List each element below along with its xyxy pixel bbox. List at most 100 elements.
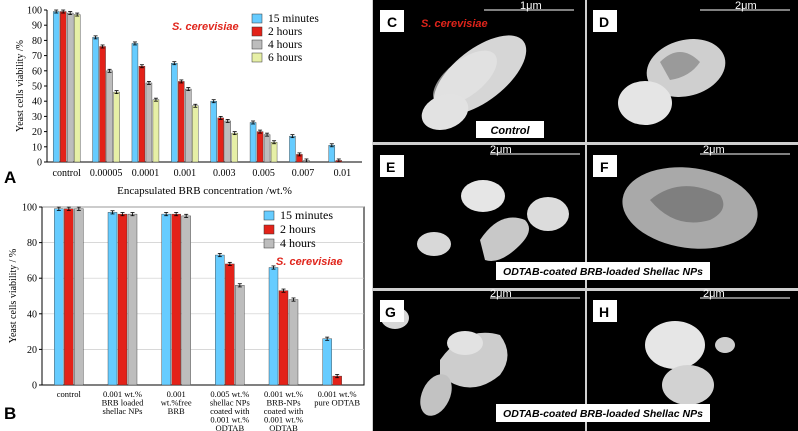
x-axis-label: Encapsulated BRB concentration /wt.% (117, 185, 292, 197)
x-tick-label: control (53, 168, 82, 179)
scale-bar-label-h: 2μm (703, 288, 725, 300)
x-tick-label: shellac NPs (210, 398, 250, 408)
x-tick-label: control (57, 389, 82, 399)
odtab-caption-bottom-box (496, 404, 710, 422)
collapsed-yeast-cell (662, 365, 714, 405)
bar (171, 63, 178, 163)
x-tick-label: 0.003 (213, 168, 236, 179)
y-tick-label: 40 (32, 97, 42, 108)
x-tick-label: 0.001 wt.% (103, 389, 142, 399)
bar (231, 132, 238, 163)
bar (171, 213, 181, 386)
y-tick-label: 80 (27, 238, 37, 249)
odtab-caption-bottom: ODTAB-coated BRB-loaded Shellac NPs (503, 408, 703, 420)
panel-letter-e-box (380, 155, 404, 177)
legend-label: 15 minutes (280, 208, 333, 222)
panel-letter-e: E (386, 159, 395, 175)
x-tick-label: BRB-NPs (266, 398, 300, 408)
bar (145, 82, 153, 163)
x-tick-label: pure ODTAB (314, 398, 360, 408)
panel-letter-h-box (593, 300, 617, 322)
x-tick-label: 0.005 wt.% (210, 389, 249, 399)
y-tick-label: 90 (32, 21, 42, 32)
panel-letter-g: G (385, 304, 396, 320)
legend-swatch (251, 52, 263, 63)
bar (224, 120, 231, 163)
collapsed-yeast-cell (480, 217, 529, 261)
legend-label: 6 hours (268, 52, 303, 64)
y-tick-label: 50 (32, 82, 42, 93)
x-tick-label: 0.005 (252, 168, 275, 179)
yeast-cell (417, 232, 451, 256)
bar (225, 263, 235, 386)
x-tick-label: coated with (264, 406, 304, 416)
legend-swatch (263, 210, 275, 221)
legend-swatch (263, 238, 275, 249)
bar (107, 212, 118, 386)
panel-letter-d: D (599, 14, 609, 30)
sem-panel-c: C S. cerevisiae 1μm Control (373, 0, 585, 142)
yeast-cell (645, 321, 705, 369)
bar (66, 12, 74, 163)
x-tick-label: 0.001 wt.% (264, 415, 303, 425)
scale-bar-label-c: 1μm (520, 0, 542, 12)
bar (152, 99, 160, 163)
y-tick-label: 0 (32, 381, 37, 392)
legend-swatch (251, 39, 263, 50)
odtab-caption-top-box (496, 262, 710, 280)
bar (73, 14, 81, 163)
bar (210, 100, 217, 163)
y-tick-label: 70 (32, 51, 42, 62)
bar (328, 145, 336, 163)
x-tick-label: ODTAB (269, 423, 298, 431)
bar (161, 213, 171, 386)
sem-micrographs: C S. cerevisiae 1μm Control D 2μm (372, 0, 798, 431)
bar (278, 290, 289, 386)
panel-letter-f-box (593, 155, 617, 177)
y-tick-label: 10 (32, 142, 42, 153)
bar (270, 142, 278, 163)
bar (268, 267, 279, 386)
control-caption-box (476, 121, 544, 138)
bar (138, 66, 146, 163)
yeast-cell (618, 81, 672, 125)
x-tick-label: ODTAB (216, 423, 245, 431)
bar (192, 105, 199, 163)
yeast-cell (461, 180, 505, 212)
bar (185, 88, 192, 163)
panel-letter-c-box (380, 10, 404, 32)
bar (249, 122, 257, 163)
panel-letter-h: H (599, 304, 609, 320)
yeast-cell-highlight (433, 50, 497, 106)
panel-letter-b: B (4, 404, 16, 423)
y-tick-label: 30 (32, 112, 42, 123)
y-axis-label: Yeast cells viability / % (8, 249, 19, 344)
sem-panel-e: E 2μm (373, 144, 585, 288)
legend-label: 4 hours (280, 236, 316, 250)
yeast-cell (420, 374, 452, 416)
x-tick-label: 0.001 wt.% (318, 389, 357, 399)
y-tick-label: 100 (27, 6, 42, 17)
x-tick-label: shellac NPs (103, 406, 143, 416)
bar (131, 43, 139, 163)
legend-swatch (251, 13, 263, 24)
bar (235, 285, 245, 386)
plot-frame (41, 206, 365, 386)
bar (288, 299, 299, 386)
bar (117, 213, 128, 386)
bar (113, 91, 120, 163)
legend-label: 2 hours (268, 26, 303, 38)
sem-panel-d: D 2μm (587, 0, 798, 142)
species-annotation: S. cerevisiae (172, 21, 239, 33)
cell-wrinkle (650, 186, 724, 223)
odtab-caption-top: ODTAB-coated BRB-loaded Shellac NPs (503, 266, 703, 278)
x-tick-label: 0.007 (292, 168, 315, 179)
x-tick-label: coated with (210, 406, 250, 416)
legend-label: 2 hours (280, 222, 316, 236)
legend-label: 15 minutes (268, 13, 319, 25)
bar (289, 135, 296, 163)
yeast-cell (421, 94, 469, 130)
bar (99, 46, 106, 163)
bar (215, 254, 225, 386)
